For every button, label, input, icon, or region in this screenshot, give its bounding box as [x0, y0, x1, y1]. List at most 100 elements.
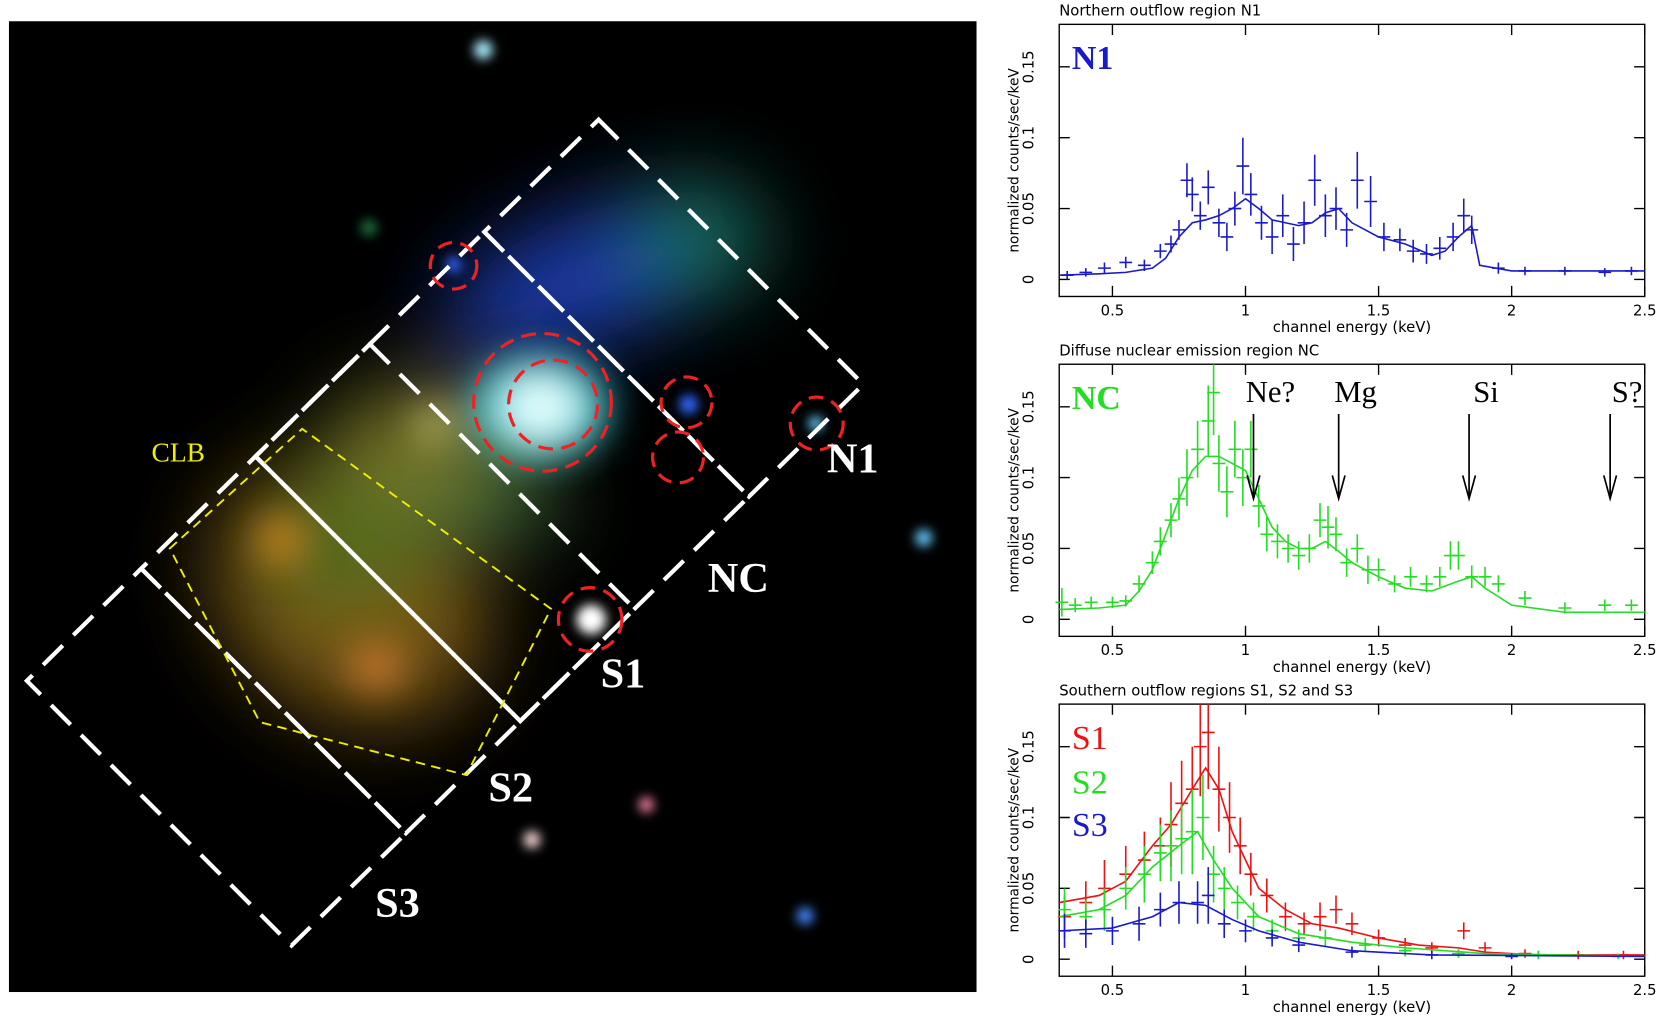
- chart-title: Southern outflow regions S1, S2 and S3: [1059, 682, 1353, 699]
- data-point: [1420, 575, 1433, 593]
- line-annotation: Si: [1473, 375, 1499, 409]
- data-point: [1457, 198, 1471, 233]
- data-point: [1271, 524, 1284, 559]
- data-point: [1055, 588, 1069, 617]
- annotation-arrow: [1461, 414, 1477, 502]
- data-point: [1260, 517, 1274, 552]
- data-point: [1191, 420, 1204, 478]
- data-point: [1598, 599, 1612, 611]
- data-point: [1321, 505, 1335, 549]
- data-point: [1292, 937, 1306, 953]
- y-tick-label: 0.1: [1021, 466, 1038, 490]
- data-point: [1393, 228, 1407, 252]
- region-label: NC: [708, 555, 769, 602]
- x-tick-label: 1: [1241, 982, 1250, 999]
- x-tick-label: 2.5: [1633, 302, 1657, 319]
- x-tick-label: 0.5: [1101, 982, 1125, 999]
- data-point: [1329, 187, 1343, 230]
- data-point: [1079, 919, 1093, 948]
- data-point: [1265, 929, 1279, 947]
- data-point: [1180, 163, 1194, 198]
- model-line: [1059, 830, 1645, 958]
- series-label: S1: [1072, 720, 1108, 757]
- x-tick-label: 1: [1241, 302, 1250, 319]
- data-point: [1079, 268, 1093, 277]
- data-point: [1196, 774, 1210, 861]
- data-point: [1358, 937, 1372, 953]
- data-point: [1279, 902, 1292, 931]
- data-point: [1244, 852, 1258, 896]
- x-tick-label: 0.5: [1101, 302, 1125, 319]
- series-label: N1: [1072, 40, 1113, 77]
- x-axis-label: channel energy (keV): [1273, 999, 1432, 1016]
- data-point: [1364, 176, 1377, 228]
- data-point: [1217, 867, 1231, 910]
- data-point: [1201, 385, 1215, 457]
- region-box: [481, 116, 867, 500]
- data-point: [1406, 239, 1420, 263]
- region-boxes: [23, 116, 867, 949]
- chart-title: Northern outflow region N1: [1059, 3, 1261, 20]
- x-tick-label: 2.5: [1633, 642, 1657, 659]
- series-label: S3: [1072, 807, 1108, 844]
- region-label: N1: [827, 435, 879, 482]
- x-tick-label: 1.5: [1367, 982, 1391, 999]
- data-point: [1217, 909, 1231, 938]
- data-point: [1478, 566, 1492, 587]
- region-label: S3: [375, 880, 420, 927]
- spectrum-panel: Southern outflow regions S1, S2 and S3 ch…: [1007, 682, 1657, 1016]
- data-point: [1329, 895, 1343, 924]
- x-tick-label: 2: [1507, 982, 1516, 999]
- chart-title: Diffuse nuclear emission region NC: [1059, 343, 1319, 360]
- data-point: [1345, 946, 1359, 958]
- region-box: [252, 341, 638, 725]
- y-tick-label: 0: [1021, 615, 1038, 624]
- data-point: [1505, 953, 1519, 960]
- data-point: [1239, 919, 1252, 943]
- data-point: [1153, 824, 1167, 882]
- point-sources: [360, 40, 933, 925]
- xray-image: N1 NC S1 S2 S3 CLB: [8, 21, 977, 993]
- data-point: [1457, 922, 1471, 940]
- data-point: [1452, 949, 1465, 958]
- data-point: [1223, 782, 1236, 853]
- data-point: [1433, 236, 1447, 260]
- data-point: [1308, 154, 1322, 206]
- spectra: Northern outflow region N1 channel energy…: [1007, 3, 1657, 1016]
- data-point: [1138, 845, 1151, 903]
- data-point: [1292, 541, 1306, 570]
- data-point: [1068, 598, 1082, 613]
- x-axis-label: channel energy (keV): [1273, 319, 1432, 336]
- data-point: [1098, 262, 1111, 274]
- data-point: [1119, 867, 1133, 910]
- y-tick-label: 0.1: [1021, 126, 1038, 150]
- data-point: [1220, 222, 1234, 252]
- model-line: [1059, 901, 1645, 958]
- data-point: [1153, 527, 1167, 556]
- data-point: [1212, 208, 1226, 237]
- data-point: [1084, 596, 1098, 609]
- data-point: [1281, 534, 1295, 563]
- data-point: [1350, 534, 1364, 563]
- x-tick-label: 1.5: [1367, 642, 1391, 659]
- data-point: [1201, 170, 1215, 205]
- y-tick-label: 0: [1021, 955, 1038, 964]
- model-line: [1059, 766, 1645, 956]
- data-point: [1329, 517, 1343, 552]
- y-tick-label: 0.05: [1021, 192, 1038, 225]
- data-point: [1297, 912, 1311, 936]
- y-tick-label: 0.15: [1021, 730, 1038, 763]
- data-point: [1201, 867, 1215, 924]
- spectrum-panel: Diffuse nuclear emission region NC channe…: [1007, 343, 1657, 677]
- plot-area: [1055, 364, 1645, 617]
- data-point: [1625, 599, 1638, 611]
- x-tick-label: 1: [1241, 642, 1250, 659]
- data-point: [1252, 484, 1266, 528]
- data-point: [1201, 704, 1215, 790]
- y-tick-label: 0.05: [1021, 532, 1038, 565]
- data-point: [1228, 420, 1242, 478]
- annotation-arrow: [1331, 414, 1346, 502]
- data-point: [1236, 137, 1250, 195]
